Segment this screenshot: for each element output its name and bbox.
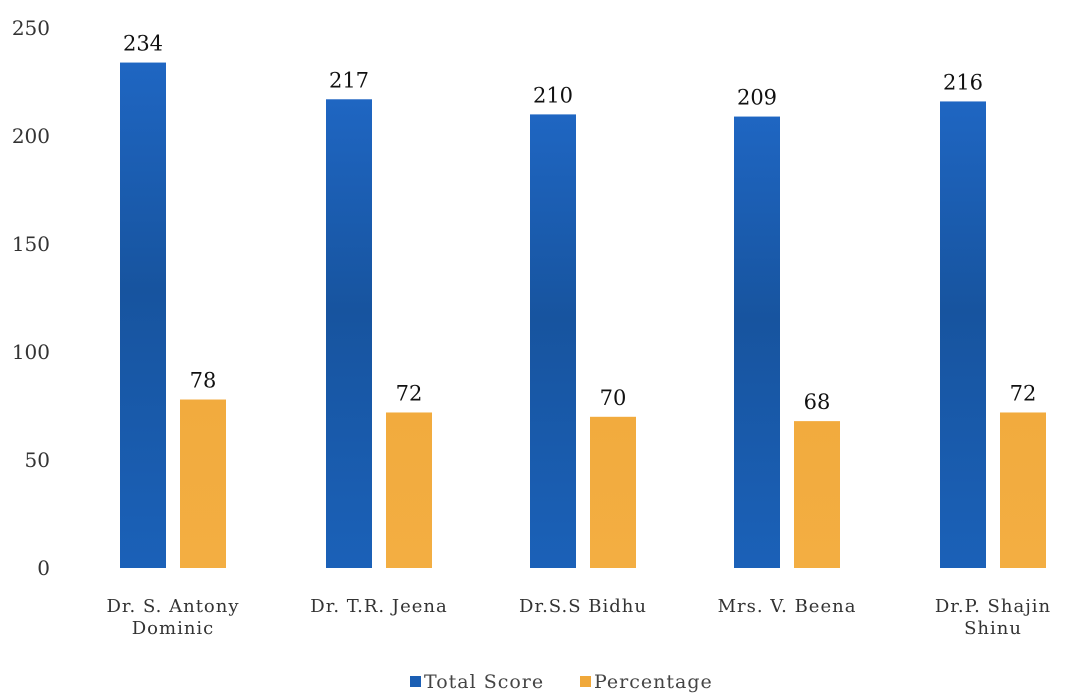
- total-score-bar: [734, 116, 780, 568]
- total-score-bar: [120, 62, 166, 569]
- x-category-label: Dr.S.S Bidhu: [519, 596, 647, 617]
- x-category-label: Dr.P. Shajin Shinu: [935, 596, 1051, 639]
- x-axis: Dr. S. Antony Dominic Dr. T.R. Jeena Dr.S.S…: [106, 596, 1051, 639]
- percentage-legend-label: Percentage: [594, 671, 713, 693]
- y-axis: 0 50 100 150 200 250: [12, 16, 50, 580]
- total-score-legend-swatch: [410, 676, 421, 687]
- bars: 234 217 210 209 216 78 72 70 68 72: [120, 32, 1046, 569]
- y-tick-label: 250: [12, 16, 50, 40]
- total-score-bar: [940, 101, 986, 568]
- y-tick-label: 0: [37, 556, 50, 580]
- percentage-data-label: 72: [1010, 381, 1037, 405]
- total-score-legend-label: Total Score: [424, 671, 544, 693]
- x-category-label: Mrs. V. Beena: [718, 596, 857, 617]
- percentage-data-label: 70: [600, 386, 627, 410]
- percentage-bar: [1000, 412, 1046, 568]
- percentage-bar: [590, 416, 636, 568]
- x-category-label: Dr. T.R. Jeena: [310, 596, 447, 617]
- total-score-bar: [530, 114, 576, 569]
- total-score-data-label: 234: [123, 32, 163, 56]
- total-score-data-label: 210: [533, 83, 573, 107]
- y-tick-label: 200: [12, 124, 50, 148]
- total-score-data-label: 216: [943, 70, 983, 94]
- percentage-data-label: 78: [190, 369, 217, 393]
- percentage-data-label: 72: [396, 381, 423, 405]
- percentage-legend-swatch: [580, 676, 591, 687]
- percentage-bar: [386, 412, 432, 568]
- y-tick-label: 50: [25, 448, 50, 472]
- total-score-data-label: 209: [737, 86, 777, 110]
- total-score-bar: [326, 99, 372, 568]
- percentage-bar: [794, 421, 840, 568]
- percentage-bar: [180, 399, 226, 568]
- percentage-data-label: 68: [804, 390, 831, 414]
- y-tick-label: 150: [12, 232, 50, 256]
- total-score-data-label: 217: [329, 68, 369, 92]
- legend: Total Score Percentage: [410, 671, 713, 693]
- x-category-label: Dr. S. Antony Dominic: [106, 596, 239, 639]
- y-tick-label: 100: [12, 340, 50, 364]
